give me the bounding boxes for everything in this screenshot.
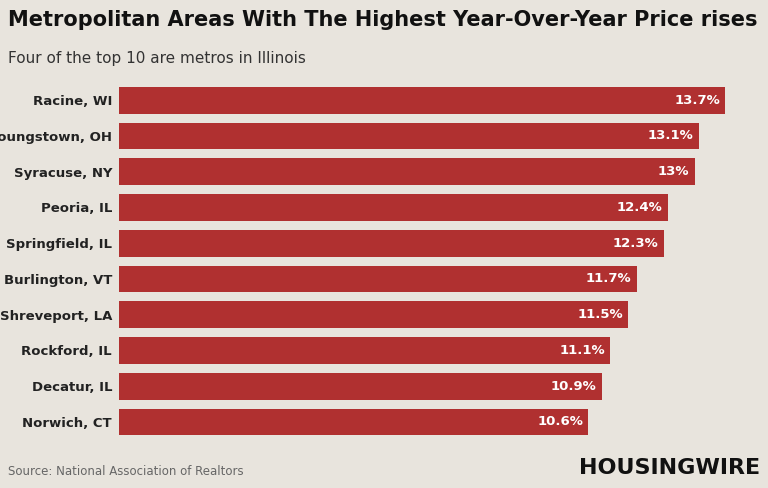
- Text: 13.1%: 13.1%: [648, 129, 694, 142]
- Bar: [119, 337, 611, 364]
- Text: 11.1%: 11.1%: [559, 344, 605, 357]
- Bar: [119, 301, 628, 328]
- Bar: [119, 194, 668, 221]
- Text: 11.7%: 11.7%: [586, 272, 631, 285]
- Text: 11.5%: 11.5%: [578, 308, 623, 321]
- Bar: [119, 373, 601, 400]
- Text: Four of the top 10 are metros in Illinois: Four of the top 10 are metros in Illinoi…: [8, 51, 306, 66]
- Text: 13.7%: 13.7%: [674, 94, 720, 107]
- Text: HOUSINGWIRE: HOUSINGWIRE: [579, 458, 760, 478]
- Bar: [119, 122, 699, 149]
- Text: 12.4%: 12.4%: [617, 201, 663, 214]
- Text: 10.9%: 10.9%: [551, 380, 596, 393]
- Bar: [119, 230, 664, 257]
- Text: 10.6%: 10.6%: [537, 415, 583, 428]
- Text: 12.3%: 12.3%: [612, 237, 658, 250]
- Text: Source: National Association of Realtors: Source: National Association of Realtors: [8, 465, 243, 478]
- Bar: [119, 158, 694, 185]
- Text: Metropolitan Areas With The Highest Year-Over-Year Price rises: Metropolitan Areas With The Highest Year…: [8, 10, 757, 30]
- Bar: [119, 408, 588, 435]
- Bar: [119, 265, 637, 292]
- Text: 13%: 13%: [657, 165, 689, 178]
- Bar: [119, 87, 726, 114]
